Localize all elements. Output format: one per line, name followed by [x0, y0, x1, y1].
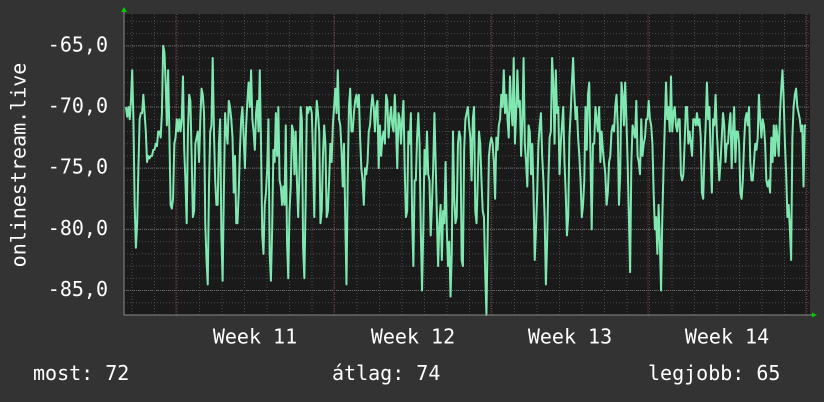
y-tick-label: -75,0: [48, 155, 108, 179]
plot-area: [124, 14, 810, 315]
stat-current: most: 72: [33, 361, 130, 385]
y-tick-label: -65,0: [48, 32, 108, 56]
stat-best: legjobb: 65: [648, 361, 781, 385]
y-tick-label: -70,0: [48, 93, 108, 117]
y-tick-label: -85,0: [48, 277, 108, 301]
x-tick-label: Week 11: [213, 325, 297, 349]
axes: [121, 7, 817, 318]
series-line: [125, 44, 806, 316]
y-axis-label: onlinestream.live: [7, 63, 31, 268]
x-tick-label: Week 12: [371, 325, 455, 349]
y-tick-label: -80,0: [48, 216, 108, 240]
x-tick-label: Week 13: [528, 325, 612, 349]
x-axis-arrow: [812, 312, 817, 318]
x-tick-label: Week 14: [685, 325, 769, 349]
stat-average: átlag: 74: [332, 361, 441, 385]
y-axis-ticks: -65,0 -70,0 -75,0 -80,0 -85,0: [48, 32, 108, 301]
y-axis-arrow: [121, 7, 127, 12]
x-axis-ticks: Week 11 Week 12 Week 13 Week 14: [213, 325, 769, 349]
